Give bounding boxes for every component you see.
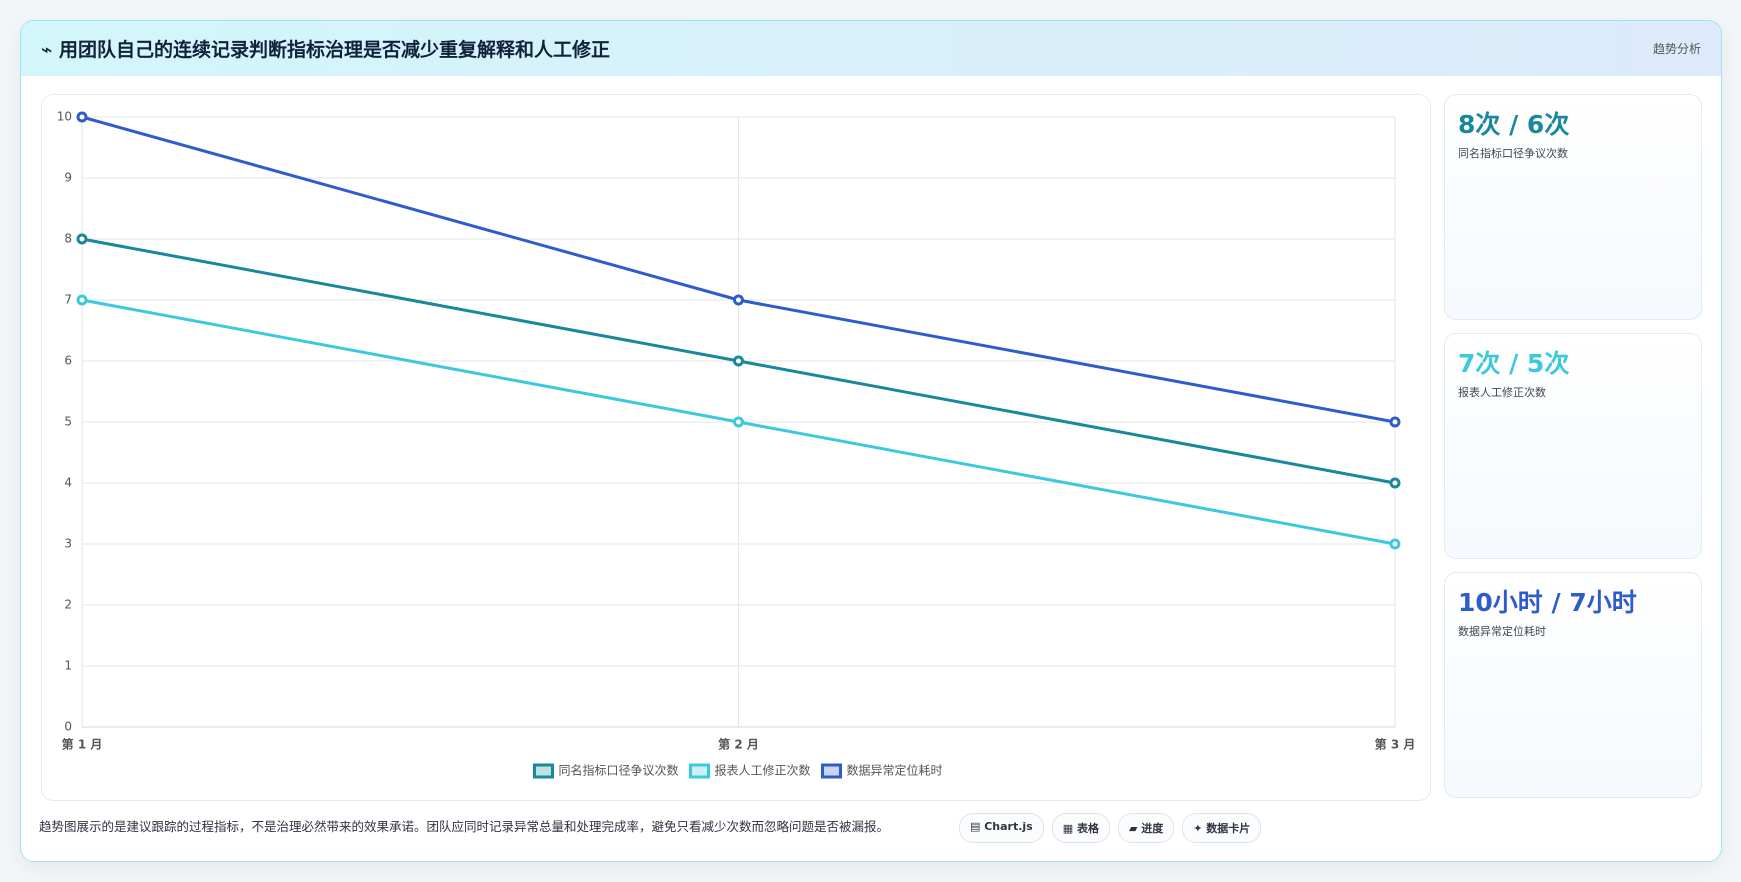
y-tick-label: 4 [64, 476, 72, 490]
y-tick-label: 7 [64, 293, 72, 307]
kpi-card: 8次 / 6次同名指标口径争议次数 [1444, 94, 1702, 320]
kpi-label: 数据异常定位耗时 [1458, 625, 1546, 638]
kpi-value: 7次 / 5次 [1458, 349, 1570, 378]
point [1389, 538, 1401, 550]
point [733, 355, 744, 367]
legend-swatch [821, 763, 843, 779]
y-tick-label: 10 [57, 110, 72, 124]
y-tick-label: 9 [64, 171, 72, 185]
point [76, 294, 88, 306]
kpi-label: 报表人工修正次数 [1458, 386, 1546, 399]
legend-label: 同名指标口径争议次数 [558, 763, 678, 778]
tag: 趋势分析 [1652, 42, 1701, 56]
header: ⌁ 用团队自己的连续记录判断指标治理是否减少重复解释和人工修正 趋势分析 [21, 21, 1721, 76]
chart-panel: 0 1 2 3 4 5 6 7 8 9 10 第 1 月 第 2 月 第 3 月同名指标口径争议次数 报表人… [41, 94, 1431, 801]
x-tick-label: 第 2 月 [718, 737, 759, 752]
x-tick-label: 第 3 月 [1375, 737, 1416, 752]
y-tick-label: 1 [64, 659, 72, 673]
chip[interactable]: ▦ 表格 [1051, 813, 1110, 843]
point [1389, 477, 1401, 489]
kpi-card: 10小时 / 7小时数据异常定位耗时 [1444, 572, 1702, 798]
kpi-value: 10小时 / 7小时 [1458, 588, 1637, 617]
chip[interactable]: ✦ 数据卡片 [1182, 813, 1262, 843]
y-tick-label: 0 [64, 720, 72, 734]
y-tick-label: 5 [64, 415, 72, 429]
kpi-value: 8次 / 6次 [1458, 110, 1570, 139]
point [1389, 416, 1401, 428]
y-tick-label: 3 [64, 537, 72, 551]
y-tick-label: 6 [64, 354, 72, 368]
chips: ▤ Chart.js ▦ 表格 ▰ 进度 ✦ 数据卡片 [959, 813, 1262, 843]
kpi-label: 同名指标口径争议次数 [1458, 147, 1568, 160]
legend-label: 报表人工修正次数 [714, 763, 810, 778]
point [733, 416, 744, 428]
point [76, 233, 88, 245]
x-tick-label: 第 1 月 [62, 737, 103, 752]
y-tick-label: 8 [64, 232, 72, 246]
legend-swatch [532, 763, 554, 779]
point [733, 294, 744, 306]
footer-note: 趋势图展示的是建议跟踪的过程指标，不是治理必然带来的效果承诺。团队应同时记录异常… [39, 819, 890, 834]
chip[interactable]: ▰ 进度 [1117, 813, 1175, 843]
point [76, 111, 88, 123]
title: ⌁ 用团队自己的连续记录判断指标治理是否减少重复解释和人工修正 [41, 39, 611, 61]
legend-swatch [688, 763, 710, 779]
kpi-card: 7次 / 5次报表人工修正次数 [1444, 333, 1702, 559]
y-tick-label: 2 [64, 598, 72, 612]
legend-label: 数据异常定位耗时 [847, 763, 943, 778]
card: ⌁ 用团队自己的连续记录判断指标治理是否减少重复解释和人工修正 趋势分析 0 1 2… [20, 20, 1722, 862]
chip[interactable]: ▤ Chart.js [959, 813, 1044, 843]
